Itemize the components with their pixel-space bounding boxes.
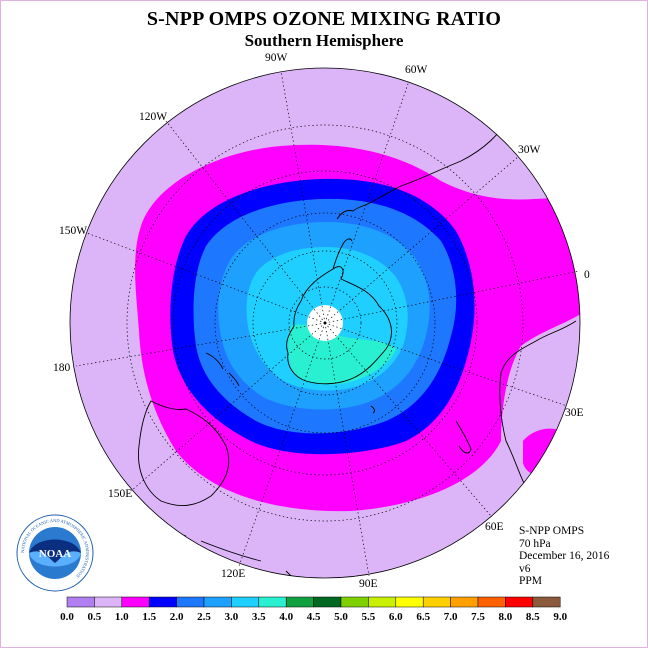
- new-zealand: [205, 352, 240, 387]
- madagascar: [455, 420, 472, 454]
- colorbar-swatch: [368, 596, 397, 608]
- band-3-5: [288, 324, 396, 385]
- colorbar-swatch: [258, 596, 287, 608]
- lon-label: 120E: [221, 568, 245, 580]
- colorbar: 0.0 0.5 1.0 1.5 2.0 2.5 3.0 3.5 4.0 4.5 5.0 5.5 6.0 6…: [60, 596, 568, 623]
- colorbar-swatch: [121, 596, 150, 608]
- colorbar-swatch: [505, 596, 534, 608]
- colorbar-tick-label: 3.5: [252, 611, 266, 623]
- colorbar-swatch: [313, 596, 342, 608]
- colorbar-tick-label: 4.0: [279, 611, 293, 623]
- logo-text: NOAA: [39, 548, 71, 560]
- noaa-emblem: NOAA NATIONAL OCEANIC AND ATMOSPHERIC AD…: [16, 514, 94, 592]
- coastlines: [120, 68, 577, 578]
- antarctic-peninsula: [332, 238, 353, 270]
- version-label: v6: [519, 562, 531, 575]
- graticule: [75, 70, 580, 577]
- colorbar-swatch: [532, 596, 561, 608]
- longitude-labels: 90W 60W 30W 0 30E 60E 90E 120E 150E 180 …: [53, 52, 590, 590]
- lon-label: 90E: [359, 578, 378, 590]
- colorbar-swatch: [422, 596, 451, 608]
- colorbar-swatch: [148, 596, 177, 608]
- map-boundary: [69, 67, 581, 579]
- lon-label: 150W: [59, 225, 87, 237]
- colorbar-tick-label: 8.0: [499, 611, 513, 623]
- colorbar-tick-label: 6.5: [416, 611, 430, 623]
- antarctica-coast: [286, 266, 392, 385]
- info-block: S-NPP OMPS 70 hPa December 16, 2016 v6 P…: [519, 525, 609, 588]
- colorbar-swatch: [203, 596, 232, 608]
- ozone-field: [70, 68, 580, 578]
- lon-label: 30W: [518, 144, 541, 156]
- colorbar-swatch: [450, 596, 479, 608]
- colorbar-tick-label: 6.0: [389, 611, 403, 623]
- page-title: S-NPP OMPS OZONE MIXING RATIO: [146, 8, 502, 30]
- pressure-level: 70 hPa: [519, 537, 551, 550]
- colorbar-tick-label: 9.0: [553, 611, 567, 623]
- page-subtitle: Southern Hemisphere: [244, 31, 404, 50]
- colorbar-tick-label: 0.5: [88, 611, 102, 623]
- africa: [499, 320, 577, 497]
- colorbar-swatch: [231, 596, 260, 608]
- lon-label: 60W: [405, 64, 428, 76]
- lon-label: 30E: [565, 407, 584, 419]
- colorbar-tick-label: 7.0: [444, 611, 458, 623]
- colorbar-swatch: [395, 596, 424, 608]
- colorbar-swatch: [340, 596, 369, 608]
- colorbar-tick-label: 1.0: [115, 611, 129, 623]
- colorbar-tick-label: 7.5: [471, 611, 485, 623]
- lon-label: 150E: [108, 488, 132, 500]
- instrument-label: S-NPP OMPS: [519, 525, 585, 537]
- colorbar-tick-label: 2.0: [170, 611, 184, 623]
- kerguelen: [370, 405, 375, 414]
- lon-label: 90W: [265, 52, 288, 64]
- colorbar-tick-label: 2.5: [197, 611, 211, 623]
- colorbar-swatch: [66, 596, 95, 608]
- date-label: December 16, 2016: [519, 550, 610, 563]
- lon-label: 0: [584, 269, 590, 281]
- australia: [138, 400, 230, 507]
- colorbar-tick-label: 1.5: [142, 611, 156, 623]
- colorbar-tick-label: 5.5: [362, 611, 376, 623]
- units-label: PPM: [519, 575, 543, 588]
- lon-label: 120W: [139, 111, 167, 123]
- colorbar-tick-label: 8.5: [526, 611, 540, 623]
- colorbar-swatch: [176, 596, 205, 608]
- colorbar-tick-label: 0.0: [60, 611, 74, 623]
- lon-label: 60E: [485, 521, 504, 533]
- colorbar-swatch: [477, 596, 506, 608]
- colorbar-tick-label: 4.5: [307, 611, 321, 623]
- colorbar-tick-label: 3.0: [225, 611, 239, 623]
- lon-label: 180: [53, 362, 71, 374]
- noaa-logo: NOAA NATIONAL OCEANIC AND ATMOSPHERIC AD…: [15, 513, 95, 598]
- colorbar-swatch: [94, 596, 123, 608]
- colorbar-tick-label: 5.0: [334, 611, 348, 623]
- colorbar-swatch: [285, 596, 314, 608]
